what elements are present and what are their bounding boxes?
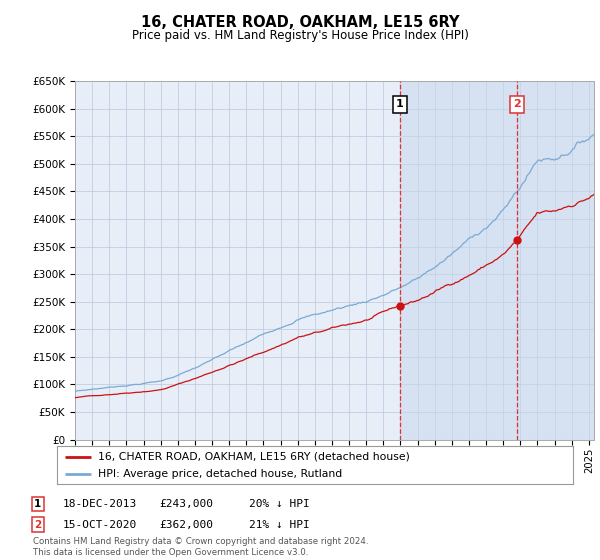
Text: 16, CHATER ROAD, OAKHAM, LE15 6RY (detached house): 16, CHATER ROAD, OAKHAM, LE15 6RY (detac…: [98, 451, 410, 461]
Text: Contains HM Land Registry data © Crown copyright and database right 2024.
This d: Contains HM Land Registry data © Crown c…: [33, 537, 368, 557]
Text: 21% ↓ HPI: 21% ↓ HPI: [249, 520, 310, 530]
Bar: [400, 81, 517, 440]
Text: HPI: Average price, detached house, Rutland: HPI: Average price, detached house, Rutl…: [98, 469, 343, 479]
Text: 2: 2: [513, 100, 521, 110]
Text: £243,000: £243,000: [159, 499, 213, 509]
Text: 20% ↓ HPI: 20% ↓ HPI: [249, 499, 310, 509]
Text: 18-DEC-2013: 18-DEC-2013: [63, 499, 137, 509]
Text: 1: 1: [396, 100, 404, 110]
Text: 2: 2: [34, 520, 41, 530]
Text: 1: 1: [34, 499, 41, 509]
Text: 15-OCT-2020: 15-OCT-2020: [63, 520, 137, 530]
Text: £362,000: £362,000: [159, 520, 213, 530]
Text: Price paid vs. HM Land Registry's House Price Index (HPI): Price paid vs. HM Land Registry's House …: [131, 29, 469, 42]
Text: 16, CHATER ROAD, OAKHAM, LE15 6RY: 16, CHATER ROAD, OAKHAM, LE15 6RY: [141, 15, 459, 30]
Bar: [517, 81, 594, 440]
